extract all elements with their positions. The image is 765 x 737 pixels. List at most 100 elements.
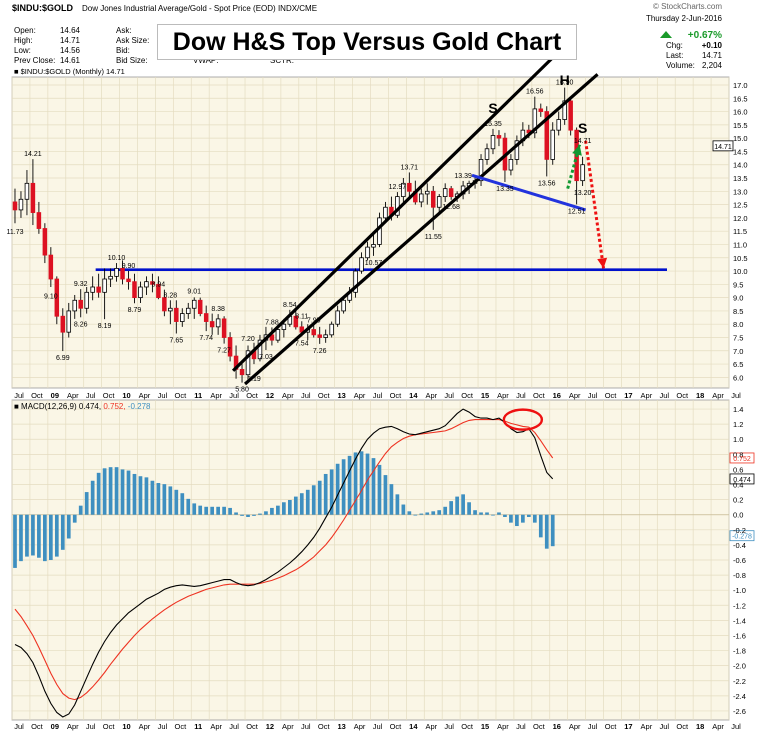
price-x-tick-label: 09 bbox=[51, 391, 59, 400]
price-x-tick-label: Oct bbox=[461, 391, 474, 400]
macd-line bbox=[14, 408, 554, 718]
price-tick-label: 17.0 bbox=[733, 81, 748, 90]
macd-x-tick-label: 12 bbox=[266, 722, 274, 731]
price-x-tick-label: Oct bbox=[174, 391, 187, 400]
price-x-tick-label: Oct bbox=[533, 391, 546, 400]
data-label: 11.73 bbox=[6, 229, 23, 236]
price-x-tick-label: Jul bbox=[516, 391, 526, 400]
candle-body bbox=[353, 270, 358, 293]
data-label: 8.26 bbox=[74, 321, 88, 328]
macd-tick-label: 1.0 bbox=[733, 435, 743, 444]
macd-histogram-bar bbox=[31, 514, 35, 556]
price-tick-label: 13.5 bbox=[733, 174, 748, 183]
macd-histogram-bar bbox=[282, 502, 286, 515]
macd-histogram-bar bbox=[132, 473, 137, 515]
macd-x-tick-label: 14 bbox=[409, 722, 418, 731]
macd-x-tick-label: 17 bbox=[624, 722, 632, 731]
data-label: 7.95 bbox=[307, 318, 321, 325]
candle-body bbox=[24, 182, 30, 200]
price-x-tick-label: Oct bbox=[605, 391, 618, 400]
candle-body bbox=[138, 286, 143, 299]
macd-x-tick-label: Jul bbox=[444, 722, 454, 731]
sctr-label: SCTR: bbox=[270, 56, 294, 65]
chart-title: Dow H&S Top Versus Gold Chart bbox=[157, 24, 577, 60]
macd-histogram-bar bbox=[228, 507, 232, 515]
ask-label: Bid Size: bbox=[116, 56, 148, 65]
macd-histogram-bar bbox=[389, 484, 394, 515]
candle-body bbox=[186, 307, 191, 314]
macd-histogram-bar bbox=[19, 514, 23, 562]
price-tick-label: 16.0 bbox=[733, 108, 748, 117]
macd-x-tick-label: 15 bbox=[481, 722, 489, 731]
macd-histogram-bar bbox=[455, 496, 459, 515]
candle-body bbox=[401, 182, 406, 198]
quote-label: Low: bbox=[14, 46, 31, 55]
macd-histogram-bar bbox=[264, 511, 268, 515]
data-label: 13.20 bbox=[574, 190, 592, 197]
macd-tick-label: -0.8 bbox=[733, 571, 746, 580]
candle-body bbox=[12, 201, 18, 211]
macd-histogram-bar bbox=[150, 480, 155, 515]
price-x-tick-label: Apr bbox=[67, 391, 79, 400]
candle-body bbox=[54, 278, 60, 317]
macd-x-tick-label: Apr bbox=[641, 722, 653, 731]
candle-body bbox=[430, 190, 436, 208]
macd-histogram-bar bbox=[383, 475, 388, 515]
macd-x-tick-label: Jul bbox=[301, 722, 311, 731]
macd-histogram-bar bbox=[156, 483, 161, 515]
macd-x-tick-label: Jul bbox=[229, 722, 239, 731]
signal-value-tag: 0.752 bbox=[733, 456, 751, 463]
data-label: 8.38 bbox=[211, 306, 225, 313]
macd-x-tick-label: Apr bbox=[282, 722, 294, 731]
data-label: 11.55 bbox=[425, 234, 442, 241]
macd-histogram-bar bbox=[168, 486, 173, 515]
price-tick-label: 15.5 bbox=[733, 121, 748, 130]
macd-tick-label: 0.0 bbox=[733, 511, 743, 520]
macd-histogram-bar bbox=[126, 470, 131, 515]
macd-x-tick-label: Oct bbox=[533, 722, 546, 731]
macd-histogram-bar bbox=[377, 464, 382, 515]
data-label: 9.01 bbox=[187, 288, 201, 295]
price-x-tick-label: Jul bbox=[229, 391, 239, 400]
macd-histogram-bar bbox=[532, 514, 537, 523]
macd-legend: ■ MACD(12,26,9) 0.474, 0.752, -0.278 bbox=[14, 402, 151, 411]
candle-body bbox=[90, 286, 95, 293]
price-tick-label: 15.0 bbox=[733, 134, 748, 143]
macd-histogram-bar bbox=[186, 498, 191, 515]
macd-histogram-bar bbox=[341, 459, 346, 515]
macd-tick-label: -2.6 bbox=[733, 707, 746, 716]
macd-x-tick-label: Oct bbox=[246, 722, 259, 731]
candle-body bbox=[108, 275, 113, 280]
candle-body bbox=[377, 217, 382, 245]
signal-line bbox=[14, 419, 554, 701]
vwap-label: VWAP: bbox=[193, 56, 218, 65]
channel-line bbox=[231, 35, 575, 372]
candle-body bbox=[227, 337, 233, 357]
macd-histogram-bar bbox=[78, 505, 83, 515]
price-x-tick-label: Oct bbox=[31, 391, 44, 400]
trend-arrow bbox=[584, 140, 606, 269]
price-x-tick-label: 17 bbox=[624, 391, 632, 400]
stat-value: 14.71 bbox=[702, 51, 723, 60]
macd-tick-label: -1.6 bbox=[733, 631, 746, 640]
macd-histogram-bar bbox=[270, 507, 274, 515]
candle-body bbox=[532, 108, 538, 134]
macd-histogram-bar bbox=[293, 496, 298, 515]
arrowhead-icon bbox=[597, 257, 608, 269]
macd-histogram-bar bbox=[252, 514, 256, 516]
price-tick-label: 16.5 bbox=[733, 94, 748, 103]
candle-body bbox=[162, 297, 167, 312]
macd-histogram-bar bbox=[526, 514, 531, 517]
macd-tick-label: -2.0 bbox=[733, 662, 746, 671]
neckline bbox=[471, 173, 587, 212]
data-label: 8.11 bbox=[295, 313, 308, 320]
trend-arrow bbox=[566, 144, 582, 190]
candle-body bbox=[311, 329, 316, 336]
candle-body bbox=[197, 299, 203, 314]
stat-value: 2,204 bbox=[702, 61, 723, 70]
macd-histogram-bar bbox=[401, 504, 406, 515]
macd-histogram-bar bbox=[550, 514, 555, 547]
candle-body bbox=[203, 313, 209, 322]
